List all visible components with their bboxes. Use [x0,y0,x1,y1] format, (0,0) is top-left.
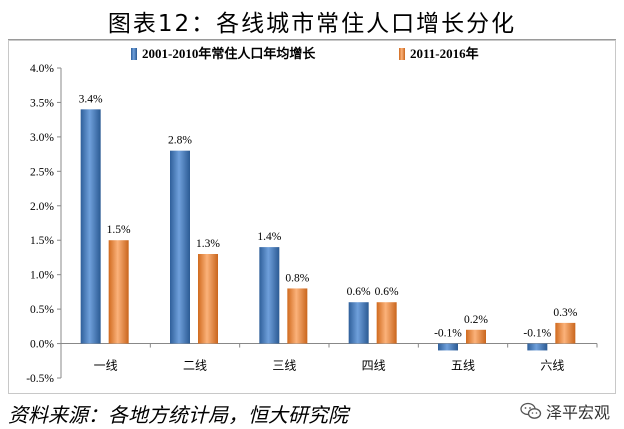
bar-series2 [287,288,308,344]
legend-label: 2001-2010年常住人口年均增长 [142,46,316,61]
bar-series1 [80,109,101,344]
y-tick-label: 0.5% [30,304,54,316]
data-label: 3.4% [79,93,103,105]
x-tick-label: 一线 [94,359,118,373]
y-tick-label: 4.0% [30,63,54,75]
data-label: 2.8% [168,135,192,147]
wechat-icon [520,402,542,419]
y-tick-label: 1.5% [30,235,54,247]
watermark-text: 泽平宏观 [545,403,610,422]
bar-series1 [170,150,190,344]
data-label: 0.6% [347,286,371,298]
y-tick-label: 3.0% [30,132,54,144]
bar-series2 [466,329,486,344]
data-label: -0.1% [434,328,462,340]
watermark: 泽平宏观 [520,399,610,423]
legend-swatch [399,48,405,60]
data-label: 1.5% [107,224,131,236]
y-tick-label: 0.0% [30,339,54,351]
bar-series1 [259,247,280,344]
bar-series2 [108,240,129,344]
title-divider [8,39,616,40]
x-tick-label: 六线 [540,359,564,373]
chart-panel: -0.5% 0.0% 0.5% 1.0% 1.5% 2.0% 2.5% 3.0% 3.5% 4.0… [8,40,616,394]
y-tick-label: -0.5% [26,373,54,385]
bar-series2 [376,302,397,344]
x-tick-label: 二线 [183,359,207,373]
figure-title: 图表12：各线城市常住人口增长分化 [107,11,517,37]
y-tick-label: 2.5% [30,166,54,178]
source-note: 资料来源：各地方统计局，恒大研究院 [8,403,348,427]
data-label: 1.4% [257,231,281,243]
x-tick-label: 三线 [272,359,296,373]
data-label: 0.3% [553,307,577,319]
x-tick-label: 五线 [451,359,475,373]
bar-series1 [527,343,548,351]
bar-series1 [438,343,458,351]
bar-series2 [198,254,218,344]
y-tick-label: 2.0% [30,201,54,213]
data-label: 0.2% [464,314,488,326]
y-tick-label: 3.5% [30,97,54,109]
legend-swatch [131,48,137,60]
x-tick-label: 四线 [362,359,386,373]
legend-label: 2011-2016年 [410,46,479,61]
data-label: 0.8% [285,272,309,284]
data-label: 0.6% [375,286,399,298]
data-label: -0.1% [523,328,551,340]
bar-chart: -0.5% 0.0% 0.5% 1.0% 1.5% 2.0% 2.5% 3.0% 3.5% 4.0… [26,46,598,385]
bar-series1 [348,302,369,344]
data-label: 1.3% [196,238,220,250]
y-tick-label: 1.0% [30,270,54,282]
bar-series2 [555,322,576,344]
